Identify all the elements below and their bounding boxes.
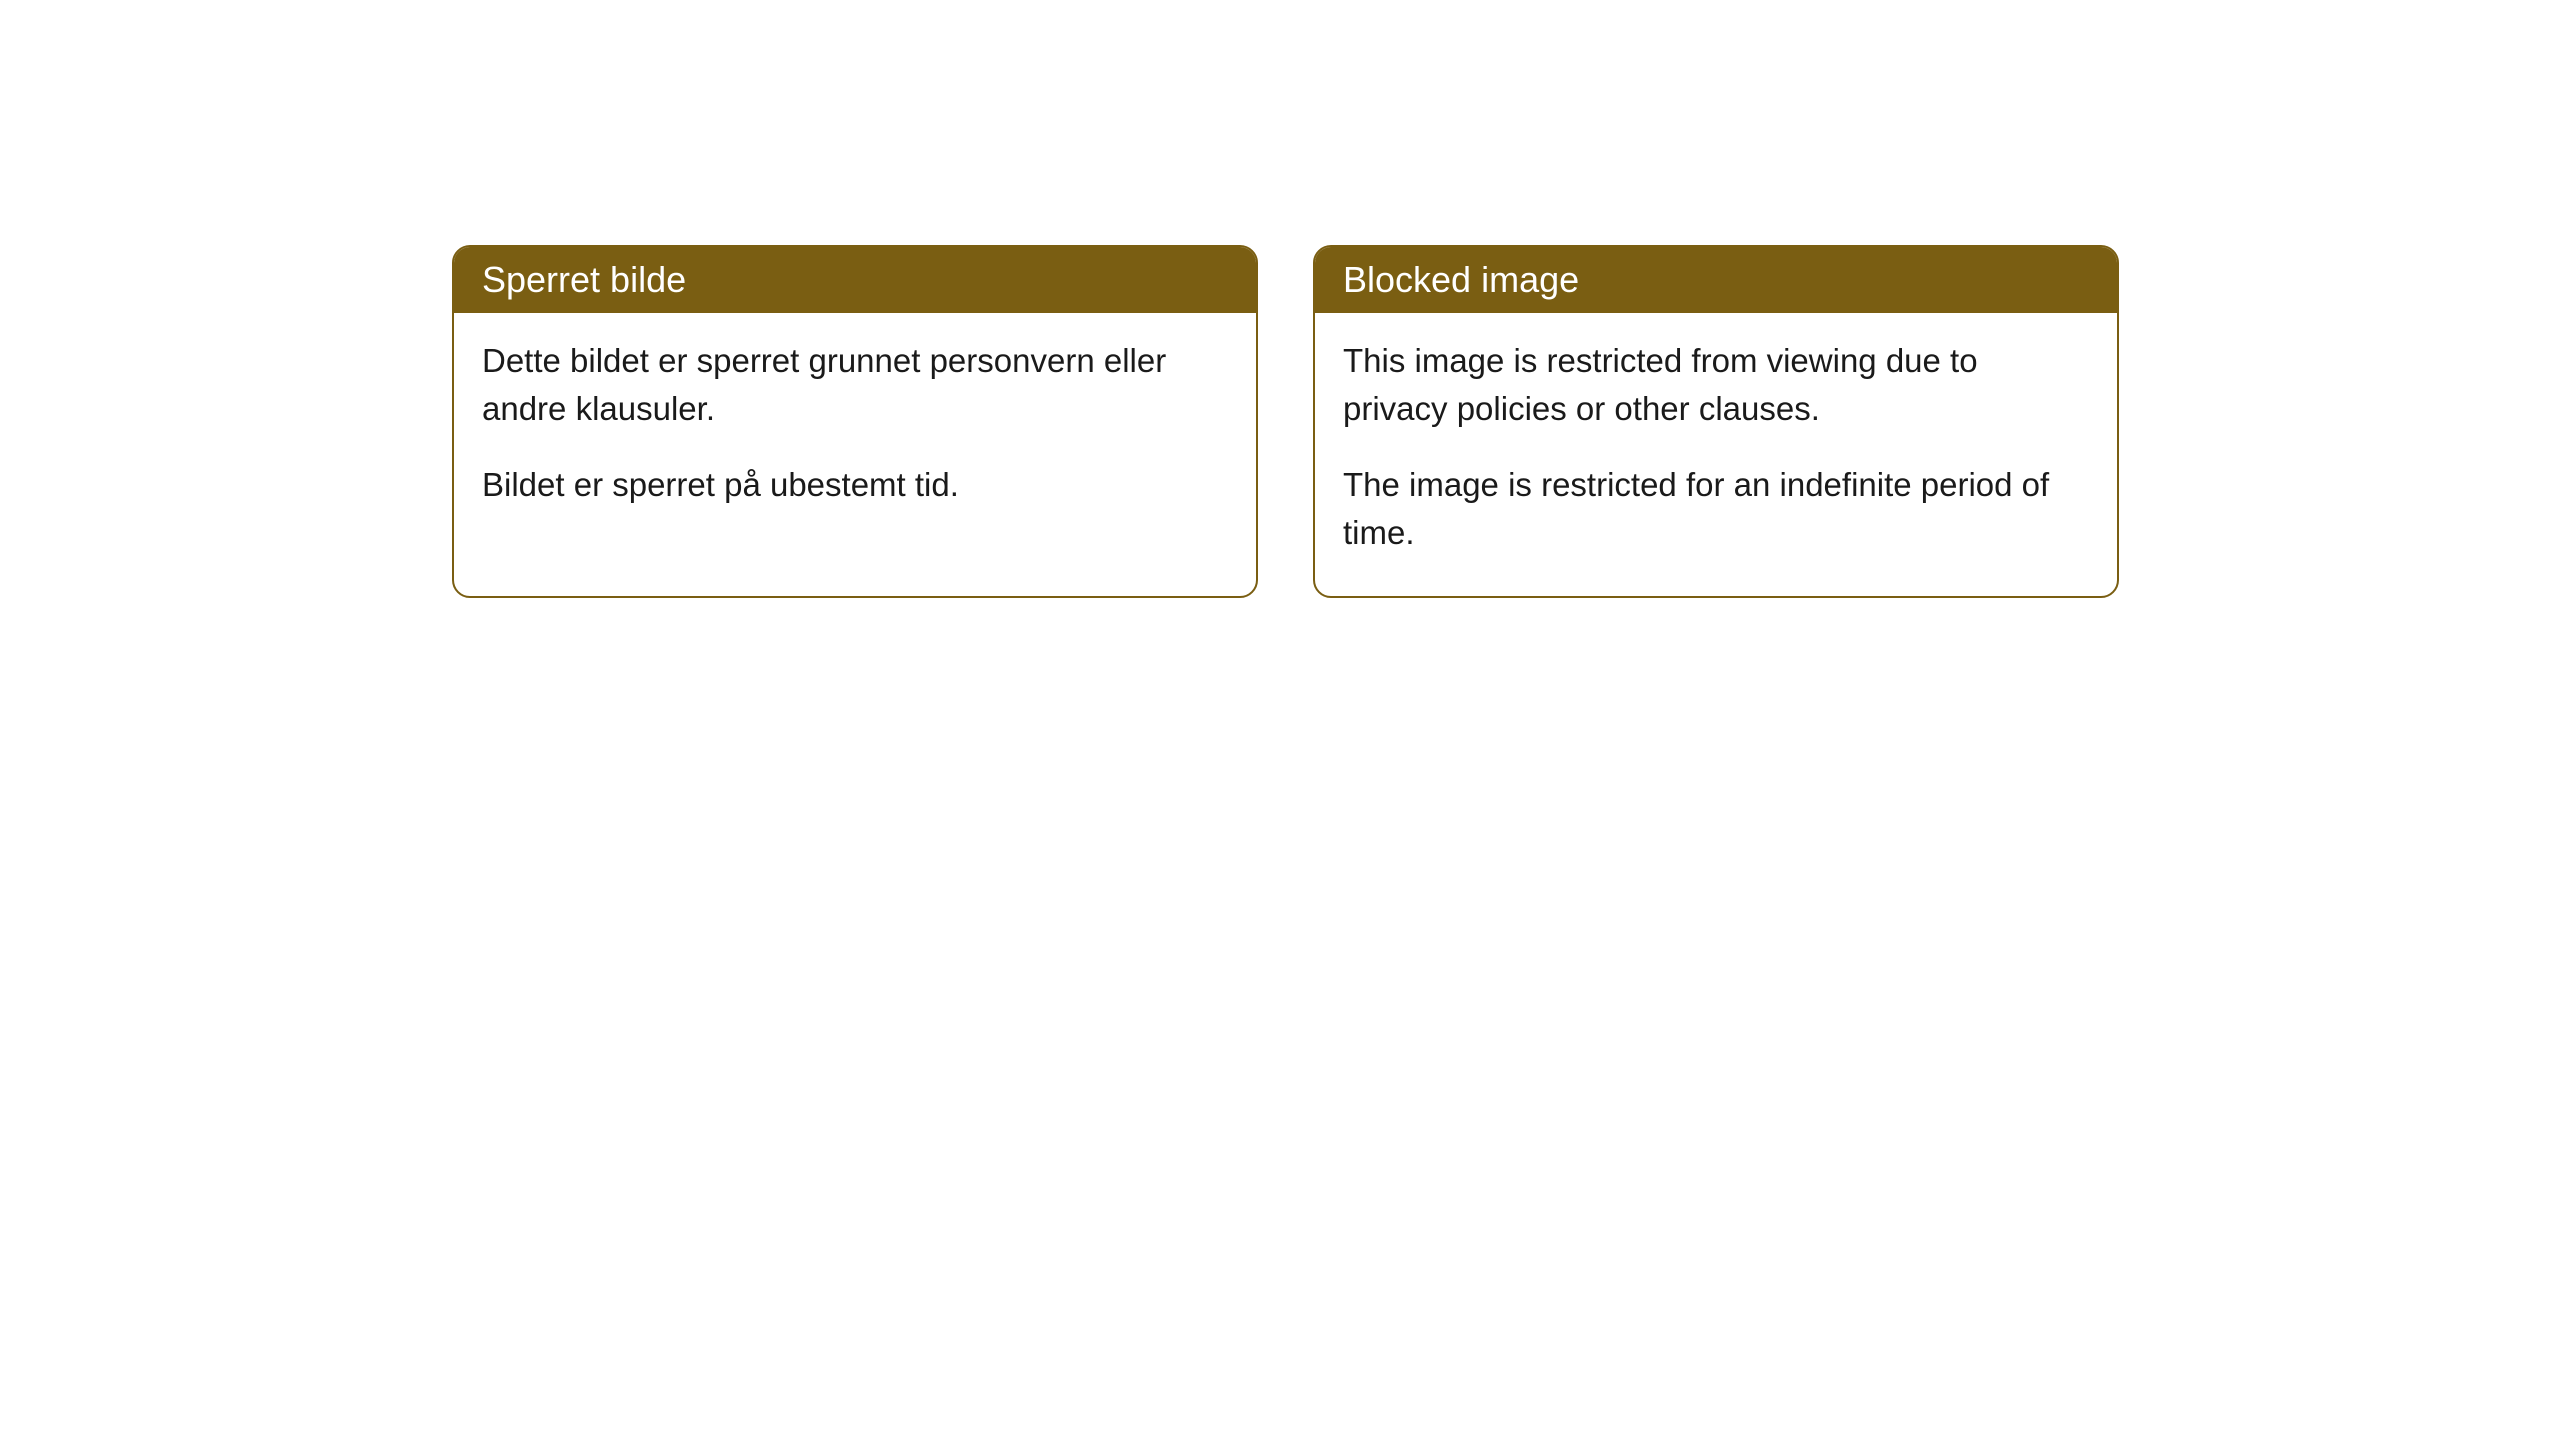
card-paragraph-2: The image is restricted for an indefinit…: [1343, 461, 2089, 557]
card-title: Blocked image: [1343, 259, 1579, 300]
card-header: Blocked image: [1315, 247, 2117, 313]
card-paragraph-2: Bildet er sperret på ubestemt tid.: [482, 461, 1228, 509]
cards-container: Sperret bilde Dette bildet er sperret gr…: [452, 245, 2560, 598]
blocked-image-card-english: Blocked image This image is restricted f…: [1313, 245, 2119, 598]
blocked-image-card-norwegian: Sperret bilde Dette bildet er sperret gr…: [452, 245, 1258, 598]
card-title: Sperret bilde: [482, 259, 686, 300]
card-paragraph-1: This image is restricted from viewing du…: [1343, 337, 2089, 433]
card-body: This image is restricted from viewing du…: [1315, 313, 2117, 596]
card-header: Sperret bilde: [454, 247, 1256, 313]
card-body: Dette bildet er sperret grunnet personve…: [454, 313, 1256, 549]
card-paragraph-1: Dette bildet er sperret grunnet personve…: [482, 337, 1228, 433]
